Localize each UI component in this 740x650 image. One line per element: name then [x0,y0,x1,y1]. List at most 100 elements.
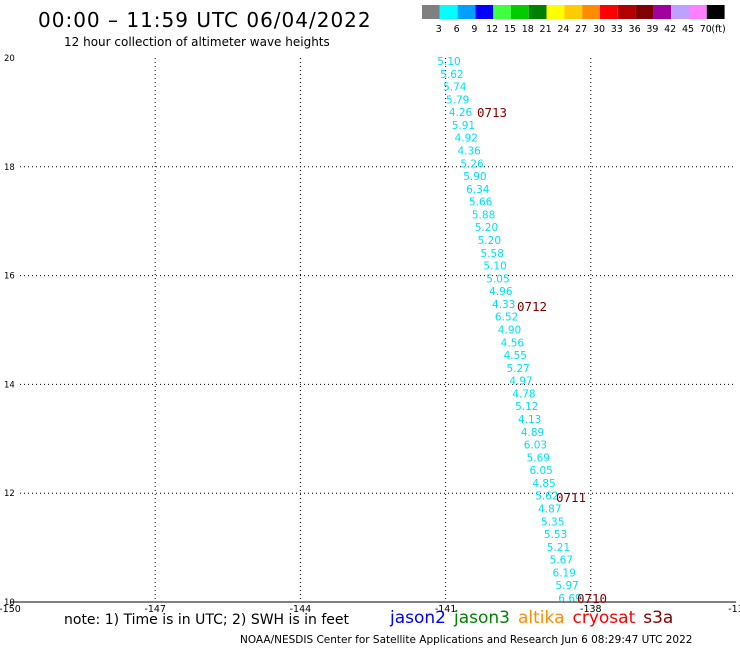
scale-label: 18 [522,24,534,35]
wave-height-label: 4.55 [504,350,527,362]
scale-label: 70 [700,24,712,35]
scale-label: 24 [557,24,569,35]
scale-swatch [617,5,636,19]
wave-height-label: 6.52 [495,312,518,324]
wave-height-label: 5.05 [486,273,509,285]
wave-height-label: 6.05 [529,465,552,477]
satellite-legend: jason2 jason3 altika cryosat s3a [390,608,681,628]
wave-height-label: 6.34 [466,184,490,196]
satellite-altika: altika [518,608,565,628]
scale-swatch [706,5,725,19]
wave-height-label: 4.26 [449,107,473,119]
time-label: 0711 [556,490,586,505]
scale-swatch [528,5,547,19]
lon-tick-label: -150 [0,604,21,615]
wave-height-label: 5.10 [483,261,506,273]
scale-swatch [582,5,600,19]
scale-label: 33 [611,24,623,35]
scale-label: 42 [664,24,676,35]
scale-label: 45 [682,24,694,35]
lon-tick-label: -138 [580,604,602,615]
lon-tick-label: -144 [290,604,312,615]
satellite-jason2: jason2 [390,608,446,628]
scale-label: 6 [454,24,460,35]
wave-height-label: 5.58 [481,248,504,260]
scale-swatch [439,5,458,19]
wave-height-label: 4.13 [518,414,541,426]
scale-label: 36 [629,24,641,35]
scale-swatch [511,5,529,19]
wave-height-label: 4.90 [498,325,521,337]
wave-height-label: 4.87 [538,504,561,516]
wave-height-label: 5.69 [527,452,550,464]
scale-swatch [564,5,583,19]
lat-tick-label: 20 [4,54,15,64]
wave-height-label: 5.88 [472,209,495,221]
satellite-jason3: jason3 [454,608,510,628]
wave-height-label: 5.62 [535,491,558,503]
wave-height-label: 4.33 [492,299,515,311]
wave-height-label: 5.66 [469,197,493,209]
scale-label: 12 [486,24,498,35]
wave-height-label: 5.67 [550,555,573,567]
lat-tick-label: 14 [4,380,15,390]
lat-tick-label: 10 [4,598,15,608]
scale-label: 15 [504,24,516,35]
wave-height-label: 6.03 [524,440,547,452]
satellite-s3a: s3a [643,608,674,628]
time-label: 0713 [477,105,507,120]
wave-height-label: 5.10 [437,56,460,68]
wave-height-label: 4.92 [455,133,478,145]
wave-height-label: 5.91 [452,120,475,132]
scale-label: 39 [646,24,658,35]
wave-height-label: 4.78 [512,388,535,400]
wave-height-label: 5.20 [478,235,501,247]
scale-label: 27 [575,24,587,35]
wave-height-label: 4.56 [501,337,525,349]
time-label: 0710 [577,591,607,606]
scale-swatch [457,5,476,19]
wave-height-label: 4.97 [509,376,532,388]
wave-height-label: 4.96 [489,286,513,298]
wave-height-label: 5.21 [547,542,570,554]
scale-swatch [689,5,707,19]
scale-label: 9 [471,24,477,35]
lon-tick-label: -141 [435,604,457,615]
lon-tick-label: -13 [728,604,740,615]
lon-tick-label: -147 [144,604,166,615]
footnote: note: 1) Time is in UTC; 2) SWH is in fe… [64,612,350,628]
satellite-cryosat: cryosat [572,608,636,628]
scale-label: 30 [593,24,605,35]
scale-label: 3 [436,24,442,35]
wave-height-label: 6.19 [553,567,576,579]
wave-height-label: 5.97 [555,580,578,592]
page-title: 00:00 – 11:59 UTC 06/04/2022 [38,8,372,32]
lat-tick-label: 18 [4,163,15,173]
wave-height-label: 5.35 [541,516,564,528]
wave-height-label: 5.74 [443,82,467,94]
scale-swatch [600,5,618,19]
wave-height-label: 5.12 [515,401,538,413]
scale-unit: (ft) [711,24,725,35]
wave-height-label: 5.26 [460,158,484,170]
wave-height-label: 5.53 [544,529,567,541]
wave-height-label: 4.36 [457,146,481,158]
wave-height-label: 5.79 [446,94,469,106]
color-scale: 3 6 9 12 15 18 21 24 27 30 33 36 39 42 45 70 (ft) [422,5,726,35]
scale-swatch [653,5,672,19]
wave-height-label: 5.90 [463,171,486,183]
wave-height-label: 4.85 [532,478,555,490]
scale-swatch [671,5,689,19]
scale-swatch [422,5,440,19]
wave-height-label: 4.89 [521,427,544,439]
scale-swatch [635,5,654,19]
wave-height-label: 6.69 [558,593,581,605]
lat-tick-label: 16 [4,272,15,282]
scale-label: 21 [540,24,552,35]
page-subtitle: 12 hour collection of altimeter wave hei… [64,35,330,49]
credit-line: NOAA/NESDIS Center for Satellite Applica… [240,634,693,646]
scale-swatch [475,5,494,19]
scale-swatch [493,5,511,19]
wave-height-label: 5.62 [440,69,463,81]
